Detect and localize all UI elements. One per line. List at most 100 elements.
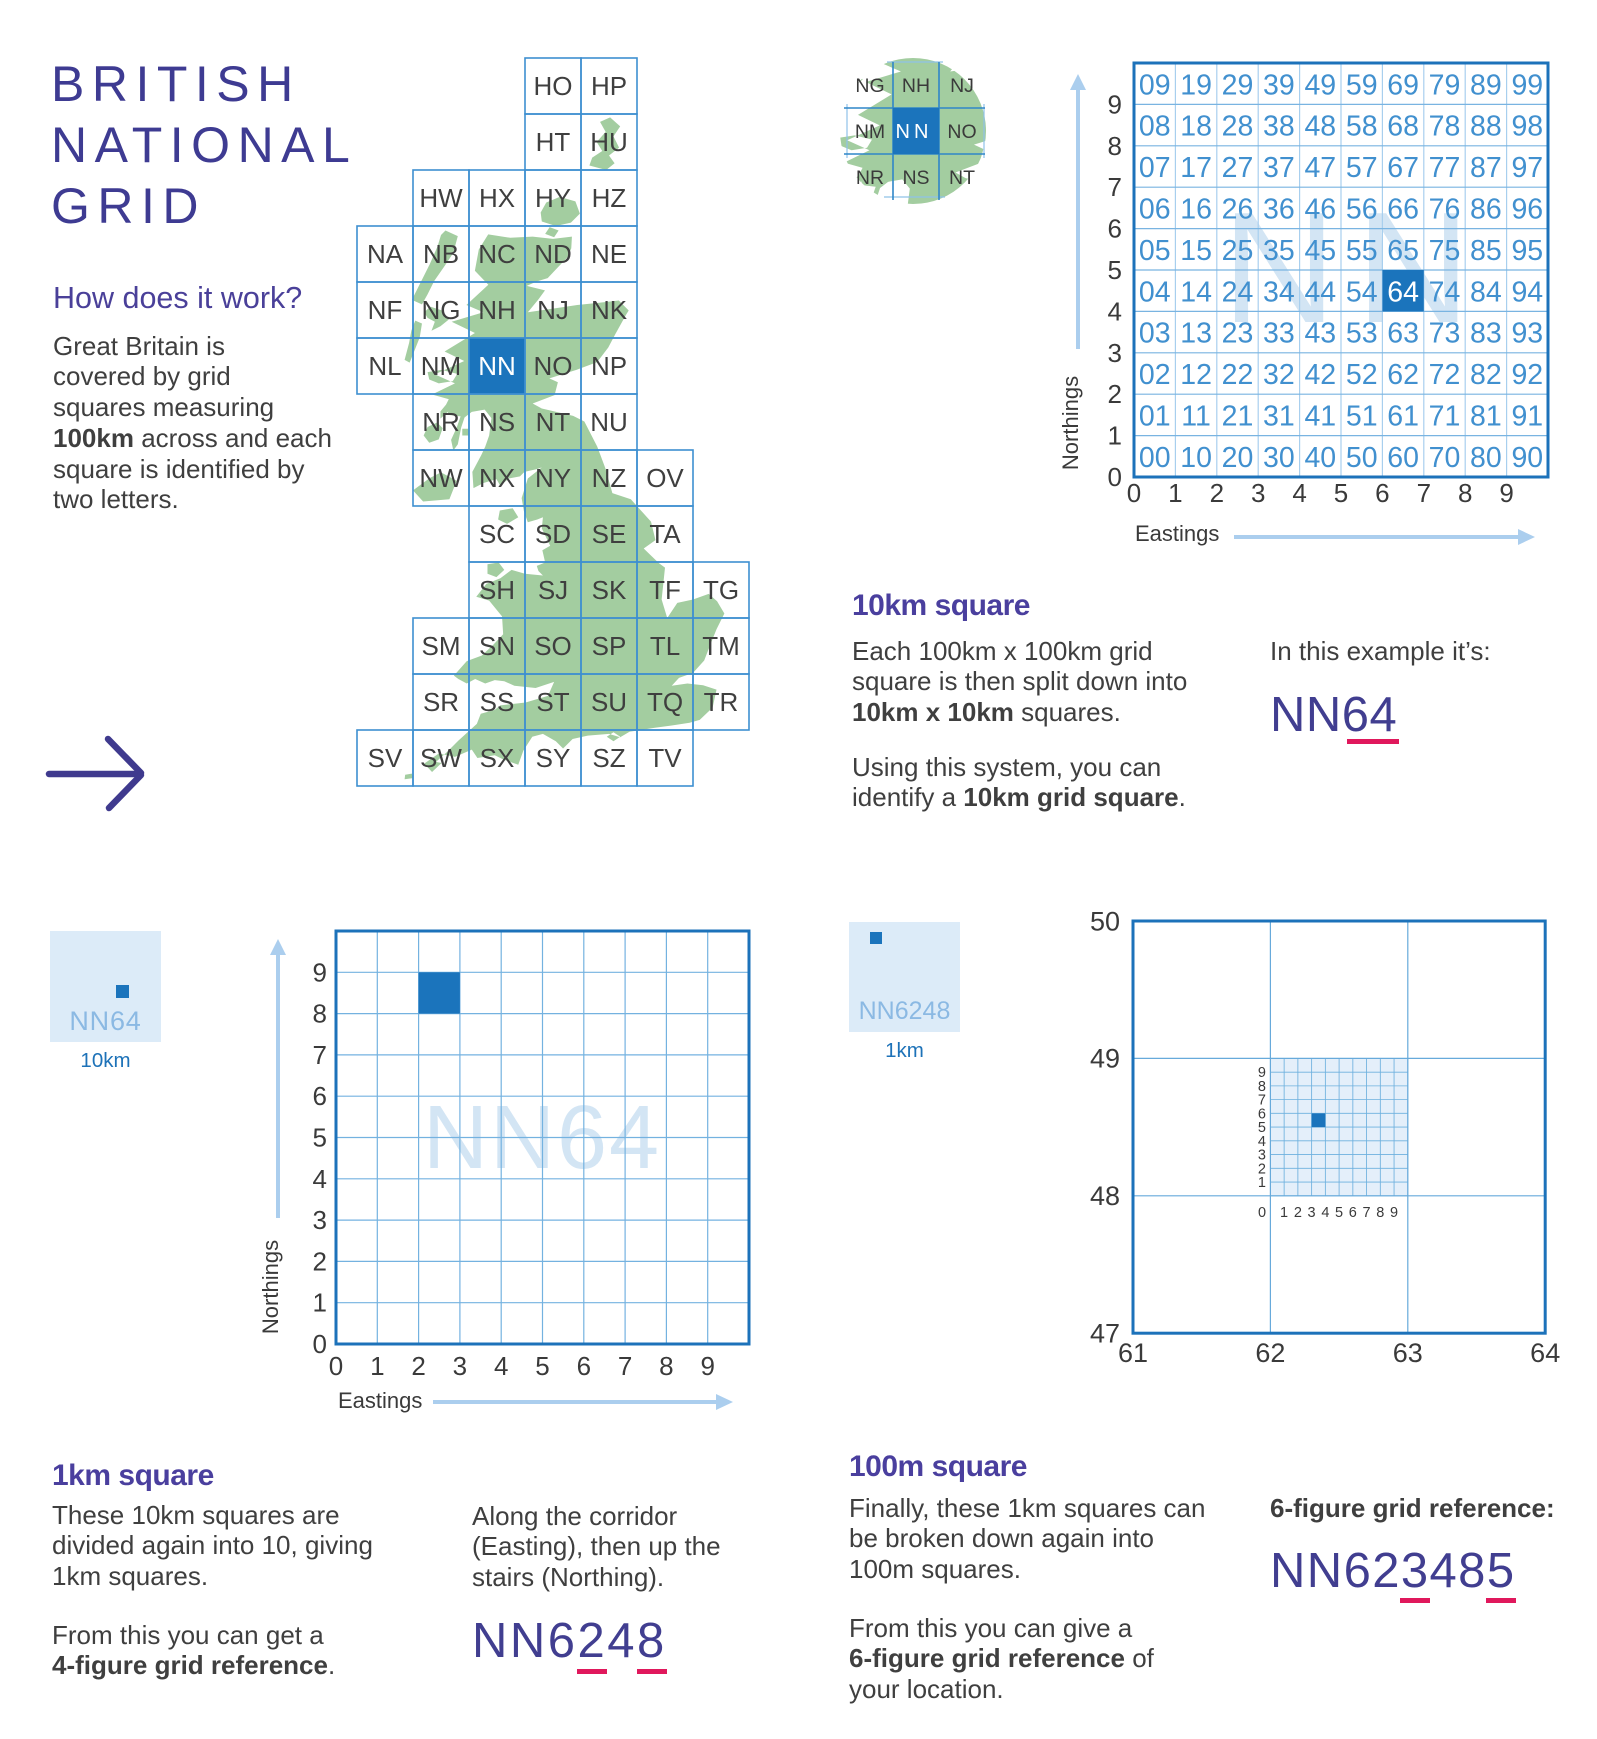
svg-text:13: 13 [1180, 318, 1212, 350]
svg-text:HT: HT [536, 127, 571, 157]
svg-text:NF: NF [368, 295, 403, 325]
svg-text:69: 69 [1387, 69, 1419, 101]
svg-text:9: 9 [700, 1351, 714, 1381]
svg-text:79: 79 [1429, 69, 1461, 101]
svg-text:TL: TL [650, 631, 680, 661]
svg-text:SZ: SZ [592, 743, 625, 773]
svg-text:8: 8 [1108, 131, 1122, 161]
svg-text:61: 61 [1118, 1338, 1148, 1368]
svg-text:01: 01 [1139, 401, 1171, 433]
svg-text:9: 9 [1258, 1065, 1266, 1081]
svg-text:08: 08 [1139, 111, 1171, 143]
svg-text:03: 03 [1139, 318, 1171, 350]
svg-text:98: 98 [1511, 111, 1543, 143]
svg-text:21: 21 [1222, 401, 1254, 433]
svg-text:NL: NL [368, 351, 401, 381]
svg-text:TA: TA [649, 519, 681, 549]
svg-text:1: 1 [370, 1351, 384, 1381]
svg-text:8: 8 [313, 999, 327, 1029]
svg-text:43: 43 [1304, 318, 1336, 350]
svg-text:02: 02 [1139, 359, 1171, 391]
svg-text:85: 85 [1470, 235, 1502, 267]
svg-text:41: 41 [1304, 401, 1336, 433]
svg-text:04: 04 [1139, 276, 1171, 308]
svg-text:57: 57 [1346, 152, 1378, 184]
svg-text:23: 23 [1222, 318, 1254, 350]
svg-text:07: 07 [1139, 152, 1171, 184]
svg-text:SH: SH [479, 575, 515, 605]
svg-text:2: 2 [1108, 379, 1122, 409]
svg-text:SM: SM [422, 631, 461, 661]
svg-text:67: 67 [1387, 152, 1419, 184]
svg-text:30: 30 [1263, 442, 1295, 474]
svg-text:22: 22 [1222, 359, 1254, 391]
svg-text:NR: NR [856, 167, 884, 189]
svg-text:89: 89 [1470, 69, 1502, 101]
svg-text:4: 4 [1108, 296, 1122, 326]
svg-text:5: 5 [535, 1351, 549, 1381]
svg-text:50: 50 [1090, 906, 1120, 936]
svg-text:ND: ND [534, 239, 572, 269]
svg-text:7: 7 [618, 1351, 632, 1381]
svg-text:40: 40 [1304, 442, 1336, 474]
svg-text:51: 51 [1346, 401, 1378, 433]
svg-text:TV: TV [648, 743, 682, 773]
svg-text:4: 4 [1258, 1134, 1266, 1150]
svg-text:94: 94 [1511, 276, 1543, 308]
svg-text:NO: NO [947, 121, 976, 143]
svg-text:SK: SK [592, 575, 627, 605]
svg-text:HP: HP [591, 71, 627, 101]
svg-text:92: 92 [1511, 359, 1543, 391]
svg-text:49: 49 [1090, 1044, 1120, 1074]
svg-text:NT: NT [949, 167, 975, 189]
svg-text:63: 63 [1393, 1338, 1423, 1368]
svg-text:SU: SU [591, 687, 627, 717]
svg-text:0: 0 [313, 1329, 327, 1359]
svg-text:SS: SS [480, 687, 515, 717]
svg-text:29: 29 [1222, 69, 1254, 101]
svg-text:TQ: TQ [647, 687, 683, 717]
svg-text:72: 72 [1429, 359, 1461, 391]
svg-text:NG: NG [855, 75, 884, 97]
svg-text:66: 66 [1387, 194, 1419, 226]
svg-text:SV: SV [368, 743, 403, 773]
svg-text:NB: NB [423, 239, 459, 269]
svg-text:NZ: NZ [592, 463, 627, 493]
svg-text:HZ: HZ [592, 183, 627, 213]
svg-text:NU: NU [590, 407, 628, 437]
svg-text:6: 6 [1258, 1106, 1266, 1122]
svg-text:SP: SP [592, 631, 627, 661]
svg-text:NH: NH [902, 75, 930, 97]
svg-text:68: 68 [1387, 111, 1419, 143]
svg-text:Northings: Northings [258, 1240, 283, 1334]
svg-text:47: 47 [1090, 1319, 1120, 1349]
svg-text:NY: NY [535, 463, 571, 493]
svg-text:12: 12 [1180, 359, 1212, 391]
svg-text:26: 26 [1222, 194, 1254, 226]
svg-text:TR: TR [704, 687, 739, 717]
svg-text:1: 1 [1168, 478, 1182, 508]
svg-text:SX: SX [480, 743, 515, 773]
svg-text:16: 16 [1180, 194, 1212, 226]
svg-text:NR: NR [422, 407, 460, 437]
svg-text:OV: OV [646, 463, 684, 493]
svg-text:NP: NP [591, 351, 627, 381]
svg-text:74: 74 [1429, 276, 1461, 308]
svg-text:2: 2 [1258, 1161, 1266, 1177]
svg-text:Northings: Northings [1058, 376, 1083, 470]
svg-text:35: 35 [1263, 235, 1295, 267]
svg-text:58: 58 [1346, 111, 1378, 143]
svg-text:NE: NE [591, 239, 627, 269]
svg-text:49: 49 [1304, 69, 1336, 101]
svg-text:77: 77 [1429, 152, 1461, 184]
svg-text:61: 61 [1387, 401, 1419, 433]
svg-text:1: 1 [1280, 1205, 1288, 1221]
svg-text:7: 7 [313, 1040, 327, 1070]
svg-text:Eastings: Eastings [338, 1388, 422, 1413]
svg-text:34: 34 [1263, 276, 1295, 308]
svg-text:7: 7 [1258, 1093, 1266, 1109]
svg-text:6: 6 [577, 1351, 591, 1381]
svg-text:NN: NN [896, 121, 933, 143]
svg-text:38: 38 [1263, 111, 1295, 143]
svg-text:HY: HY [535, 183, 571, 213]
